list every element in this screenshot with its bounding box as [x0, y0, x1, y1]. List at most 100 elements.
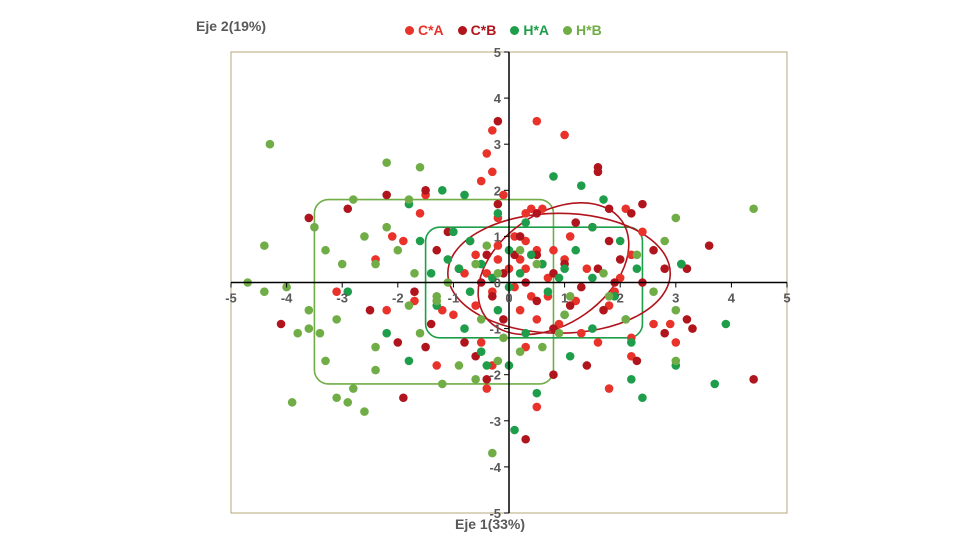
data-point [476, 347, 486, 356]
x-tick-label: -5 [225, 291, 237, 306]
data-point [499, 190, 508, 200]
data-point [493, 116, 503, 126]
data-point [321, 245, 330, 255]
data-point [593, 338, 603, 347]
data-point [276, 319, 286, 329]
data-point [437, 186, 447, 195]
x-tick-label: -3 [336, 291, 348, 306]
data-point [688, 324, 697, 333]
x-tick-label: 1 [561, 291, 568, 306]
data-point [677, 259, 686, 269]
data-point [382, 190, 391, 200]
data-point [749, 204, 758, 214]
data-point [393, 245, 403, 255]
legend-entry: C*B [457, 22, 496, 38]
data-point [476, 176, 486, 186]
data-point [588, 273, 597, 283]
data-point [510, 425, 519, 435]
data-point [454, 264, 464, 273]
data-point [393, 338, 403, 347]
data-point [532, 259, 542, 269]
data-point [565, 351, 575, 361]
y-tick-label: -4 [489, 460, 501, 475]
data-point [682, 315, 692, 324]
legend-label: H*B [576, 22, 602, 38]
data-point [426, 319, 436, 329]
data-point [465, 287, 475, 297]
data-point [387, 232, 397, 241]
data-point [632, 264, 642, 273]
data-point [549, 370, 558, 380]
data-point [576, 181, 586, 190]
data-point [349, 384, 358, 393]
data-point [671, 356, 681, 366]
data-point [554, 273, 564, 283]
data-point [565, 232, 575, 241]
legend-marker [405, 25, 414, 35]
data-point [632, 250, 642, 260]
data-point [627, 209, 636, 218]
data-point [421, 342, 430, 352]
x-tick-label: -2 [392, 291, 404, 306]
data-point [382, 305, 391, 315]
y-tick-label: -5 [489, 506, 501, 521]
data-point [549, 172, 558, 181]
y-tick-label: -1 [489, 322, 501, 337]
legend-marker [510, 25, 520, 35]
data-point [604, 384, 614, 393]
data-point [493, 305, 503, 315]
data-point [638, 199, 647, 209]
data-point [521, 434, 530, 444]
data-point [360, 407, 369, 416]
data-point [515, 245, 525, 255]
data-point [560, 310, 569, 320]
data-point [415, 328, 425, 338]
data-point [638, 393, 647, 403]
data-point [521, 328, 530, 338]
data-point [582, 361, 592, 370]
data-point [332, 393, 341, 403]
data-point [471, 375, 480, 384]
data-point [360, 232, 369, 241]
data-point [604, 292, 614, 301]
data-point [410, 268, 419, 278]
data-point [488, 292, 497, 301]
x-tick-label: 0 [505, 291, 512, 306]
data-point [671, 305, 681, 315]
data-point [526, 250, 536, 260]
data-point [304, 213, 314, 223]
data-point [538, 342, 547, 352]
data-point [671, 338, 681, 347]
legend-entry: H*A [510, 22, 549, 38]
data-point [532, 116, 542, 126]
data-point [710, 379, 720, 389]
data-point [638, 227, 647, 237]
data-point [599, 268, 608, 278]
legend-marker [457, 25, 467, 35]
data-point [488, 448, 497, 458]
data-point [482, 375, 492, 384]
data-point [260, 287, 269, 297]
data-point [471, 250, 480, 260]
data-point [421, 186, 430, 195]
data-point [615, 236, 625, 246]
x-tick-label: -1 [448, 291, 460, 306]
x-tick-label: 4 [728, 291, 736, 306]
data-point [460, 190, 469, 200]
data-point [532, 315, 542, 324]
data-point [482, 361, 492, 370]
data-point [382, 328, 391, 338]
data-point [532, 388, 542, 398]
data-point [588, 222, 597, 232]
data-point [404, 301, 414, 310]
data-point [521, 209, 530, 218]
data-point [632, 356, 642, 366]
data-point [627, 338, 636, 347]
data-point [449, 310, 458, 320]
data-point [565, 292, 575, 301]
y-axis-title: Eje 2(19%) [196, 18, 267, 34]
data-point [260, 241, 269, 250]
data-point [332, 315, 341, 324]
y-tick-label: 3 [494, 137, 501, 152]
